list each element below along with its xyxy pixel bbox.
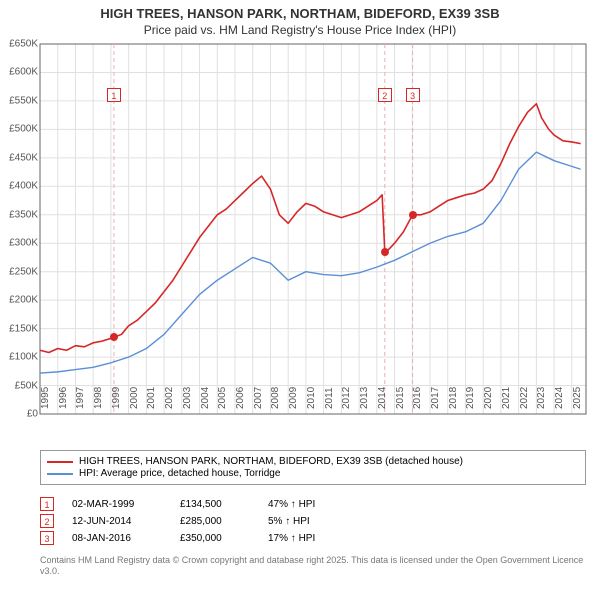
xtick-label: 1999 <box>111 387 122 409</box>
xtick-label: 2018 <box>448 387 459 409</box>
xtick-label: 2002 <box>164 387 175 409</box>
ytick-label: £350K <box>0 209 38 220</box>
xtick-label: 1996 <box>58 387 69 409</box>
xtick-label: 2022 <box>519 387 530 409</box>
event-delta: 5% ↑ HPI <box>268 516 348 527</box>
title-block: HIGH TREES, HANSON PARK, NORTHAM, BIDEFO… <box>0 0 600 37</box>
ytick-label: £450K <box>0 152 38 163</box>
chart-area: £0£50K£100K£150K£200K£250K£300K£350K£400… <box>40 44 586 414</box>
event-marker-box: 2 <box>378 88 392 102</box>
ytick-label: £0 <box>0 409 38 420</box>
event-row: 2 12-JUN-2014 £285,000 5% ↑ HPI <box>40 514 586 528</box>
legend-label: HPI: Average price, detached house, Torr… <box>79 468 280 479</box>
legend-label: HIGH TREES, HANSON PARK, NORTHAM, BIDEFO… <box>79 456 463 467</box>
legend-row: HIGH TREES, HANSON PARK, NORTHAM, BIDEFO… <box>47 456 579 467</box>
events-table: 1 02-MAR-1999 £134,500 47% ↑ HPI 2 12-JUN-201… <box>40 494 586 548</box>
xtick-label: 2009 <box>288 387 299 409</box>
xtick-label: 2011 <box>324 387 335 409</box>
xtick-label: 2010 <box>306 387 317 409</box>
chart-subtitle: Price paid vs. HM Land Registry's House … <box>0 23 600 37</box>
xtick-label: 1998 <box>93 387 104 409</box>
xtick-label: 2012 <box>341 387 352 409</box>
event-marker-dot <box>381 248 389 256</box>
ytick-label: £500K <box>0 124 38 135</box>
xtick-label: 2016 <box>412 387 423 409</box>
event-number: 2 <box>40 514 54 528</box>
event-number: 3 <box>40 531 54 545</box>
ytick-label: £550K <box>0 95 38 106</box>
event-price: £285,000 <box>180 516 250 527</box>
event-marker-box: 3 <box>406 88 420 102</box>
event-marker-dot <box>110 333 118 341</box>
event-number: 1 <box>40 497 54 511</box>
xtick-label: 2000 <box>129 387 140 409</box>
event-date: 02-MAR-1999 <box>72 499 162 510</box>
event-marker-box: 1 <box>107 88 121 102</box>
ytick-label: £600K <box>0 67 38 78</box>
legend: HIGH TREES, HANSON PARK, NORTHAM, BIDEFO… <box>40 450 586 485</box>
ytick-label: £650K <box>0 39 38 50</box>
ytick-label: £250K <box>0 266 38 277</box>
xtick-label: 2005 <box>217 387 228 409</box>
ytick-label: £150K <box>0 323 38 334</box>
legend-swatch <box>47 473 73 475</box>
xtick-label: 2020 <box>483 387 494 409</box>
xtick-label: 2015 <box>395 387 406 409</box>
xtick-label: 2019 <box>465 387 476 409</box>
ytick-label: £300K <box>0 238 38 249</box>
legend-row: HPI: Average price, detached house, Torr… <box>47 468 579 479</box>
xtick-label: 2007 <box>253 387 264 409</box>
event-price: £134,500 <box>180 499 250 510</box>
event-row: 1 02-MAR-1999 £134,500 47% ↑ HPI <box>40 497 586 511</box>
xtick-label: 2014 <box>377 387 388 409</box>
event-row: 3 08-JAN-2016 £350,000 17% ↑ HPI <box>40 531 586 545</box>
xtick-label: 2004 <box>200 387 211 409</box>
event-marker-dot <box>409 211 417 219</box>
xtick-label: 2017 <box>430 387 441 409</box>
xtick-label: 2025 <box>572 387 583 409</box>
xtick-label: 2001 <box>146 387 157 409</box>
xtick-label: 2023 <box>536 387 547 409</box>
event-date: 12-JUN-2014 <box>72 516 162 527</box>
xtick-label: 2013 <box>359 387 370 409</box>
xtick-label: 1995 <box>40 387 51 409</box>
ytick-label: £200K <box>0 295 38 306</box>
chart-svg <box>40 44 586 414</box>
attribution: Contains HM Land Registry data © Crown c… <box>40 555 586 578</box>
event-date: 08-JAN-2016 <box>72 533 162 544</box>
event-delta: 17% ↑ HPI <box>268 533 348 544</box>
ytick-label: £50K <box>0 380 38 391</box>
xtick-label: 2024 <box>554 387 565 409</box>
xtick-label: 2008 <box>270 387 281 409</box>
xtick-label: 2006 <box>235 387 246 409</box>
ytick-label: £100K <box>0 352 38 363</box>
xtick-label: 1997 <box>75 387 86 409</box>
xtick-label: 2021 <box>501 387 512 409</box>
event-price: £350,000 <box>180 533 250 544</box>
ytick-label: £400K <box>0 181 38 192</box>
chart-title: HIGH TREES, HANSON PARK, NORTHAM, BIDEFO… <box>0 6 600 21</box>
event-delta: 47% ↑ HPI <box>268 499 348 510</box>
legend-swatch <box>47 461 73 463</box>
xtick-label: 2003 <box>182 387 193 409</box>
